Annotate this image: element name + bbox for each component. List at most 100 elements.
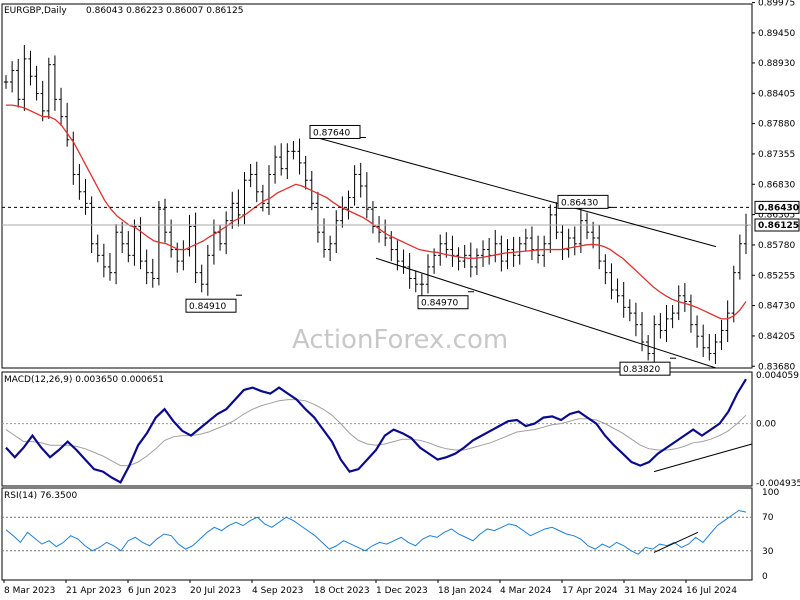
price-bar: [633, 302, 639, 337]
price-tick-label: 0.89975: [758, 0, 795, 9]
price-bar: [266, 165, 272, 215]
price-bar: [652, 315, 657, 364]
date-tick-label: 18 Jan 2024: [438, 586, 492, 596]
price-tick-label: 0.88405: [758, 89, 795, 99]
price-bar: [701, 324, 706, 358]
price-bar: [83, 179, 88, 215]
price-bar: [688, 294, 694, 333]
panel-backgrounds: [1, 3, 753, 581]
price-bar: [597, 225, 602, 270]
price-bar: [297, 138, 302, 175]
channel-trendline: [313, 136, 717, 248]
macd-title: MACD(12,26,9) 0.003650 0.000651: [4, 375, 164, 385]
price-bar: [542, 235, 547, 267]
price-tick-label: 0.87355: [758, 150, 795, 160]
price-bar: [462, 244, 467, 269]
price-bar: [22, 45, 27, 111]
price-annotation: 0.84970: [417, 291, 474, 310]
axes: 0.89975 0.89450 0.88930 0.88405 0.87880 0.873…: [3, 0, 800, 596]
price-bar: [175, 242, 180, 273]
price-tick-label: 0.84730: [758, 302, 795, 312]
price-tick-label: 0.88930: [758, 59, 795, 69]
ohlc-values: 0.86043 0.86223 0.86007 0.86125: [86, 6, 243, 16]
price-bar: [3, 75, 9, 89]
price-bar: [279, 143, 284, 176]
price-bar: [658, 313, 663, 339]
annotation-box: [417, 295, 469, 310]
price-bar: [236, 189, 241, 227]
price-bar: [126, 231, 131, 263]
price-tick-label: 0.89450: [758, 29, 795, 39]
price-bar: [615, 278, 620, 303]
price-bar: [46, 57, 51, 119]
price-bar: [670, 305, 675, 329]
dashed-level-box-label: 0.86430: [758, 203, 799, 213]
price-bar: [737, 234, 743, 280]
price-bar: [548, 204, 553, 254]
price-bar: [438, 234, 443, 266]
date-tick-label: 31 May 2024: [624, 586, 683, 596]
macd-tick-label: 0.004059: [756, 371, 799, 381]
price-bar: [58, 87, 64, 126]
price-bar: [352, 165, 357, 206]
price-bar: [480, 240, 486, 267]
annotation-label: 0.86430: [561, 198, 598, 208]
rsi-title: RSI(14) 76.3500: [4, 491, 77, 501]
price-bar: [603, 254, 608, 285]
rsi-tick-label: 100: [762, 488, 779, 498]
watermark: ActionForex.com: [292, 325, 508, 355]
annotation-label: 0.83820: [623, 365, 660, 375]
price-bar: [95, 234, 100, 263]
price-bar: [627, 299, 632, 322]
date-tick-label: 6 Jun 2023: [128, 586, 176, 596]
price-bar: [168, 219, 174, 258]
price-bar: [211, 219, 217, 265]
price-bar: [621, 281, 626, 318]
rsi-tick-label: 30: [762, 547, 774, 557]
price-bar: [187, 214, 192, 257]
price-bar: [523, 228, 528, 251]
price-bar: [315, 191, 321, 243]
price-bar: [364, 172, 369, 219]
price-bar: [413, 270, 418, 293]
price-bar: [731, 265, 736, 323]
price-bar: [425, 254, 431, 294]
date-tick-label: 20 Jul 2023: [190, 586, 241, 596]
price-bar: [9, 61, 15, 93]
rsi-trendline: [653, 531, 699, 553]
last-price-box-label: 0.86125: [758, 221, 799, 231]
channel-trendline: [375, 257, 717, 369]
price-bar: [566, 228, 571, 258]
price-annotation: 0.83820: [619, 357, 676, 376]
macd-tick-label: 0.00: [756, 420, 776, 430]
annotation-label: 0.84970: [421, 299, 458, 309]
annotation-label: 0.87640: [313, 128, 350, 138]
price-bar: [40, 80, 45, 122]
price-bar: [719, 320, 724, 351]
price-bar: [303, 155, 308, 190]
price-panel-frame: [1, 3, 753, 369]
date-tick-label: 18 Oct 2023: [314, 586, 370, 596]
price-bar: [193, 212, 198, 284]
price-bar: [254, 161, 259, 203]
price-bar: [554, 202, 559, 240]
price-panel: 0.84910 0.87640 0.84970 0.86430 0.83820: [2, 45, 752, 376]
price-bar: [676, 285, 681, 321]
price-tick-label: 0.85780: [758, 241, 795, 251]
price-bar: [664, 305, 669, 342]
price-bar: [468, 242, 473, 278]
date-tick-label: 1 Dec 2023: [376, 586, 428, 596]
price-bar: [646, 335, 651, 361]
price-bar: [334, 210, 339, 254]
dashed-level-box-frame: [754, 200, 800, 214]
price-bar: [713, 333, 718, 364]
price-bar: [358, 162, 363, 198]
price-bar: [101, 243, 106, 278]
price-bar: [113, 224, 119, 285]
price-tick-label: 0.85255: [758, 271, 795, 281]
macd-tick-label: -0.004935: [756, 479, 800, 489]
annotation-box: [185, 298, 237, 313]
date-tick-label: 4 Sep 2023: [252, 586, 303, 596]
date-tick-label: 16 Jul 2024: [686, 586, 737, 596]
price-bar: [407, 253, 412, 289]
